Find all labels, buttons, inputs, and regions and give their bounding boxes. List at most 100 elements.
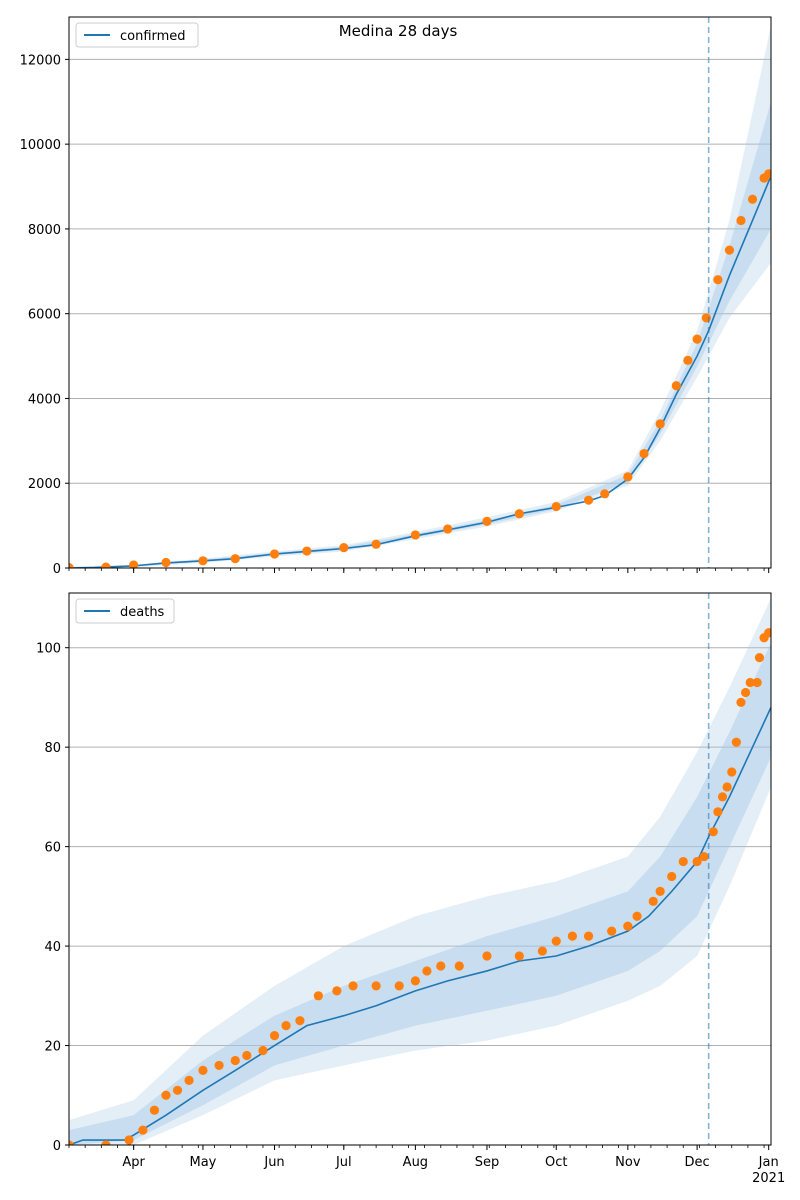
observed-point [302, 546, 312, 556]
x-tick-label: Aug [403, 1155, 428, 1170]
y-tick-label: 80 [44, 741, 61, 756]
y-tick-label: 4000 [28, 392, 61, 407]
y-tick-label: 6000 [28, 308, 61, 323]
observed-point [722, 782, 732, 792]
observed-point [514, 951, 524, 961]
x-tick-label: Dec [685, 1155, 710, 1170]
observed-point [161, 557, 171, 568]
observed-point [583, 931, 594, 941]
y-tick-label: 10000 [20, 138, 61, 153]
x-tick-label: Oct [545, 1155, 567, 1170]
axes-frame [68, 16, 772, 569]
observed-point [129, 560, 139, 568]
y-tick-label: 40 [44, 940, 61, 955]
observed-point [69, 1140, 74, 1145]
observed-point [454, 961, 464, 971]
observed-point [230, 1055, 240, 1066]
observed-point [482, 516, 492, 526]
axes-frame [68, 592, 772, 1146]
observed-point [623, 472, 633, 482]
observed-point [740, 687, 751, 698]
observed-point [161, 1090, 171, 1100]
observed-point [482, 951, 492, 961]
observed-point [313, 991, 323, 1001]
observed-point [731, 737, 741, 747]
y-tick-label: 8000 [28, 223, 61, 238]
observed-point [551, 501, 561, 512]
observed-point [745, 677, 755, 688]
deaths-plot-area [69, 597, 771, 1145]
y-tick-label: 0 [53, 1139, 61, 1154]
observed-point [101, 562, 111, 568]
observed-point [727, 767, 737, 777]
observed-point [214, 1060, 224, 1071]
observed-point [648, 896, 658, 906]
uncertainty-band-inner [69, 642, 771, 1145]
observed-point [736, 697, 746, 708]
observed-point [242, 1050, 252, 1061]
observed-point [149, 1105, 160, 1115]
observed-point [410, 530, 420, 540]
legend: deaths [75, 598, 175, 624]
deaths-panel: 0 20 40 60 80 100 Apr May Jun Jul Aug Sep Oct Nov Dec J… [36, 592, 785, 1186]
legend: confirmed [75, 22, 199, 48]
observed-point [639, 448, 649, 459]
observed-point [230, 554, 240, 564]
observed-point [410, 976, 420, 986]
observed-point [724, 245, 735, 255]
x-tick-label: Apr [122, 1155, 145, 1170]
observed-point [138, 1125, 148, 1135]
y-tick-label: 60 [44, 841, 61, 856]
uncertainty-band-outer [69, 597, 771, 1145]
observed-point [394, 981, 404, 991]
legend-label: confirmed [120, 29, 186, 44]
figure-title: Medina 28 days [339, 22, 458, 40]
observed-point [632, 911, 642, 921]
observed-point [623, 921, 633, 931]
observed-point [124, 1135, 134, 1145]
observed-point [699, 851, 709, 862]
observed-point [371, 981, 381, 991]
observed-point [655, 419, 665, 429]
confirmed-plot-area [69, 25, 771, 568]
legend-box [75, 22, 199, 48]
observed-point [371, 539, 381, 549]
observed-point [713, 275, 723, 285]
observed-point [692, 334, 702, 344]
observed-point [567, 931, 578, 941]
x-tick-label: Sep [475, 1155, 500, 1170]
observed-point [717, 792, 728, 802]
observed-point [348, 981, 358, 991]
observed-point [752, 677, 762, 688]
observed-point [101, 1140, 111, 1145]
observed-point [172, 1085, 183, 1095]
observed-point [537, 946, 547, 956]
observed-point [667, 871, 677, 882]
observed-point [281, 1021, 291, 1031]
observed-point [269, 1030, 280, 1041]
observed-point [683, 355, 693, 365]
observed-point [692, 856, 702, 867]
y-tick-label: 0 [53, 562, 61, 577]
observed-point [184, 1075, 194, 1085]
observed-point [701, 313, 711, 323]
observed-point [655, 886, 665, 896]
observed-point [600, 489, 610, 499]
x-tick-label: Jun [263, 1155, 284, 1170]
observed-point [258, 1045, 268, 1056]
observed-point [269, 549, 280, 559]
x-year-label: 2021 [752, 1171, 785, 1186]
observed-point [754, 653, 765, 663]
x-tick-label: Jan [758, 1155, 779, 1170]
confirmed-panel: 0 2000 4000 6000 8000 10000 12000 confirmed [20, 16, 772, 577]
legend-label: deaths [120, 605, 165, 620]
observed-point [713, 807, 723, 817]
observed-point [443, 524, 453, 534]
observed-point [295, 1016, 305, 1026]
y-tick-label: 12000 [20, 53, 61, 68]
x-tick-label: May [189, 1155, 216, 1170]
observed-point [736, 215, 746, 226]
x-tick-label: Nov [615, 1155, 641, 1170]
observed-point [708, 827, 718, 837]
